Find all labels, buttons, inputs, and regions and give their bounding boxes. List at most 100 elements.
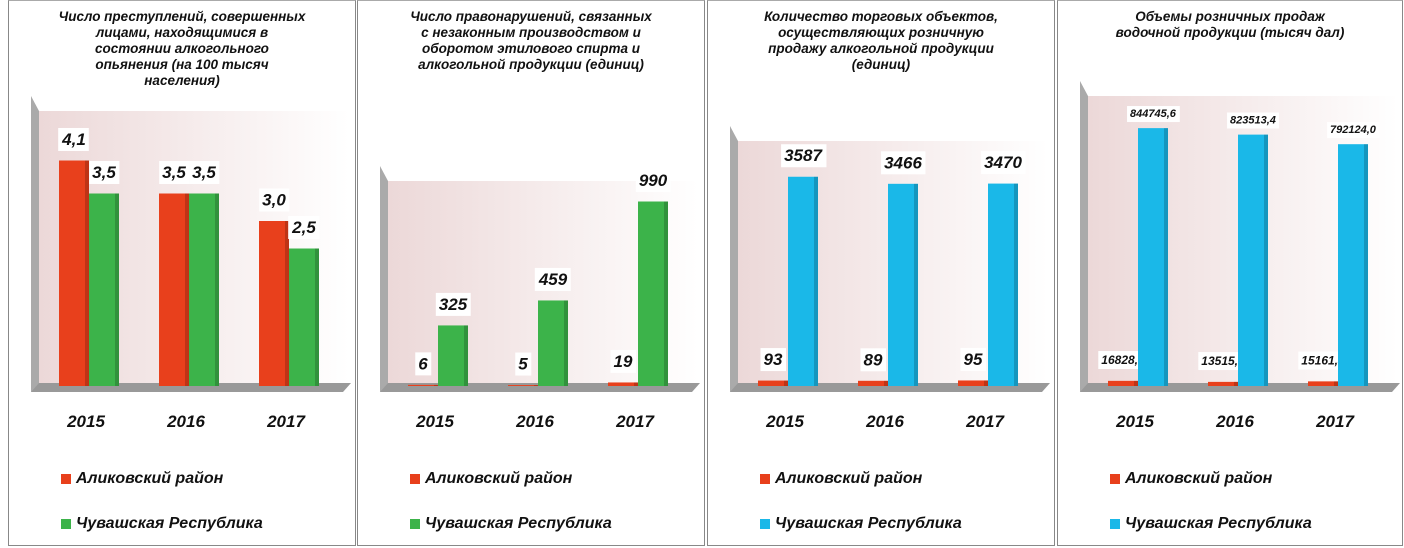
value-label: 3,5 (192, 163, 216, 182)
bar-shade (1014, 183, 1018, 386)
value-label-bg (515, 352, 532, 376)
bar-shade (434, 384, 438, 386)
legend-item: Аликовский район (760, 470, 922, 488)
wall (380, 166, 388, 392)
value-label: 990 (639, 171, 668, 190)
bar (1238, 134, 1268, 386)
bar (408, 384, 438, 386)
bar-shade (464, 325, 468, 386)
bar-shade (285, 221, 289, 386)
chart: 2015 16828,5 844745,6 2016 13515,9 823513,4 20… (1080, 81, 1400, 431)
legend-item: Аликовский район (1110, 470, 1272, 488)
legend-swatch (760, 474, 770, 484)
value-label: 19 (614, 352, 633, 371)
legend-swatch (61, 519, 71, 529)
value-label-bg (534, 267, 571, 291)
wall (31, 96, 39, 392)
bar-shade (634, 382, 638, 386)
legend-swatch (410, 474, 420, 484)
bar-shade (215, 193, 219, 386)
value-label-bg (159, 160, 190, 184)
bar-shade (1164, 128, 1168, 386)
x-tick-label: 2017 (615, 412, 655, 431)
legend-item: Аликовский район (410, 470, 572, 488)
value-label: 13515,9 (1201, 354, 1245, 368)
x-tick-label: 2017 (266, 412, 306, 431)
value-label: 3587 (784, 146, 823, 165)
bar-shade (884, 380, 888, 386)
value-label: 459 (538, 270, 568, 289)
value-label: 325 (439, 295, 468, 314)
legend-item: Чувашская Республика (61, 515, 263, 533)
value-label: 5 (518, 355, 528, 374)
value-label-bg (1127, 106, 1180, 123)
value-label: 2,5 (291, 218, 316, 237)
value-label: 3466 (884, 153, 922, 172)
x-tick-label: 2017 (965, 412, 1005, 431)
bar (958, 380, 988, 386)
bar (988, 183, 1018, 386)
bar-shade (814, 176, 818, 386)
bar-shade (1264, 134, 1268, 386)
value-label: 93 (764, 350, 783, 369)
bar (858, 380, 888, 386)
value-label-bg (860, 348, 886, 372)
bar-shade (85, 160, 89, 386)
wall (1080, 81, 1088, 392)
bar-shade (315, 248, 319, 386)
x-tick-label: 2017 (1315, 412, 1355, 431)
legend-item: Аликовский район (61, 470, 223, 488)
legend-swatch (61, 474, 71, 484)
x-tick-label: 2016 (865, 412, 904, 431)
bar (508, 385, 538, 386)
value-label-bg (435, 292, 471, 316)
bar-shade (534, 385, 538, 386)
legend-swatch (1110, 519, 1120, 529)
legend-swatch (1110, 474, 1120, 484)
value-label-bg (1298, 351, 1349, 370)
legend-label: Чувашская Республика (1125, 515, 1312, 532)
bar (1308, 381, 1338, 386)
x-tick-label: 2015 (415, 412, 454, 431)
x-tick-label: 2016 (515, 412, 554, 431)
bar (888, 183, 918, 386)
value-label-bg (881, 151, 926, 175)
bar-shade (664, 201, 668, 386)
value-label: 3,0 (262, 190, 286, 209)
value-label-bg (760, 348, 786, 372)
value-label: 6 (418, 354, 428, 373)
bar (59, 160, 89, 386)
value-label: 16828,5 (1101, 353, 1145, 367)
bar (1338, 144, 1368, 386)
bar-shade (1134, 380, 1138, 386)
chart-panel: Объемы розничных продаж водочной продукц… (1057, 0, 1403, 546)
chart: 2015 93 3587 2016 89 3466 2017 95 3470 (730, 126, 1050, 431)
chart-panel: Количество торговых объектов, осуществля… (707, 0, 1055, 546)
value-label: 4,1 (61, 130, 86, 149)
bar-shade (115, 193, 119, 386)
chart-panel: Число преступлений, совершенных лицами, … (8, 0, 356, 546)
value-label: 823513,4 (1230, 115, 1276, 127)
legend-item: Чувашская Республика (760, 515, 962, 533)
legend-swatch (410, 519, 420, 529)
value-label-bg (1327, 122, 1380, 139)
legend-label: Чувашская Республика (425, 515, 612, 532)
bar (608, 382, 638, 386)
value-label-bg (259, 188, 290, 212)
bar (538, 300, 568, 386)
bar-shade (1364, 144, 1368, 386)
legend-item: Чувашская Республика (1110, 515, 1312, 533)
bar (1138, 128, 1168, 386)
value-label: 3,5 (162, 163, 186, 182)
chart-panel: Число правонарушений, связанных с незако… (357, 0, 705, 546)
bar-shade (1234, 381, 1238, 386)
bar (289, 248, 319, 386)
bar-shade (914, 183, 918, 386)
legend-label: Аликовский район (76, 470, 224, 487)
chart-title: Число правонарушений, связанных с незако… (410, 9, 652, 72)
value-label: 89 (864, 350, 883, 369)
value-label-bg (960, 347, 986, 371)
value-label-bg (189, 160, 220, 184)
chart-title: Количество торговых объектов, осуществля… (764, 9, 998, 72)
